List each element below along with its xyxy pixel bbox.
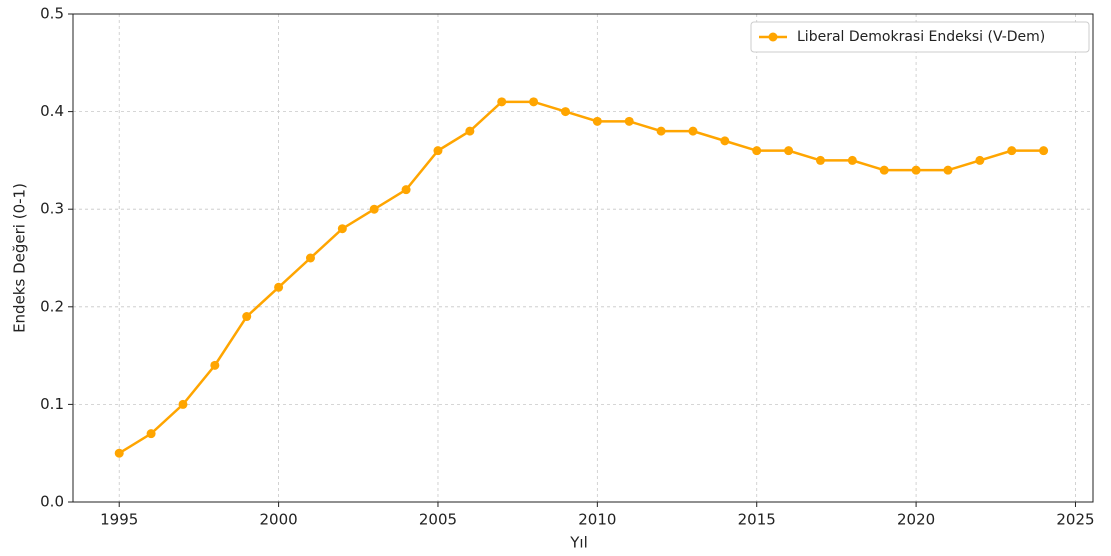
point	[465, 126, 475, 136]
x-tick-label: 2005	[419, 511, 457, 529]
x-tick-label: 2020	[897, 511, 935, 529]
point	[784, 146, 794, 156]
point	[720, 136, 730, 146]
y-tick-label: 0.3	[40, 200, 64, 218]
x-tick-label: 1995	[100, 511, 138, 529]
x-tick-label: 2010	[578, 511, 616, 529]
y-tick-label: 0.5	[40, 5, 64, 23]
y-tick-label: 0.0	[40, 493, 64, 511]
y-tick-label: 0.2	[40, 297, 64, 315]
point	[305, 253, 315, 263]
point	[879, 165, 889, 175]
point	[815, 155, 825, 165]
point	[943, 165, 953, 175]
y-tick-label: 0.1	[40, 395, 64, 413]
point	[560, 107, 570, 117]
x-axis-label: Yıl	[569, 534, 588, 552]
point	[242, 312, 252, 322]
point	[210, 360, 220, 370]
point	[497, 97, 507, 107]
point	[274, 282, 284, 292]
x-tick-label: 2015	[738, 511, 776, 529]
legend-label: Liberal Demokrasi Endeksi (V-Dem)	[797, 29, 1045, 45]
x-tick-label: 2000	[260, 511, 298, 529]
point	[911, 165, 921, 175]
y-axis-label: Endeks Değeri (0-1)	[11, 183, 29, 333]
point	[401, 185, 411, 195]
x-tick-label: 2025	[1056, 511, 1094, 529]
plot-frame	[72, 13, 1094, 503]
point	[337, 224, 347, 234]
point	[847, 155, 857, 165]
point	[592, 116, 602, 126]
point	[178, 399, 188, 409]
point	[529, 97, 539, 107]
y-tick-label: 0.4	[40, 102, 64, 120]
point	[688, 126, 698, 136]
line	[118, 100, 1044, 455]
point	[114, 448, 124, 458]
point	[975, 155, 985, 165]
point	[752, 146, 762, 156]
point	[433, 146, 443, 156]
point	[146, 429, 156, 439]
legend-marker	[768, 32, 778, 42]
point	[369, 204, 379, 214]
legend	[750, 21, 1090, 53]
point	[1007, 146, 1017, 156]
point	[656, 126, 666, 136]
point	[1039, 146, 1049, 156]
point	[624, 116, 634, 126]
